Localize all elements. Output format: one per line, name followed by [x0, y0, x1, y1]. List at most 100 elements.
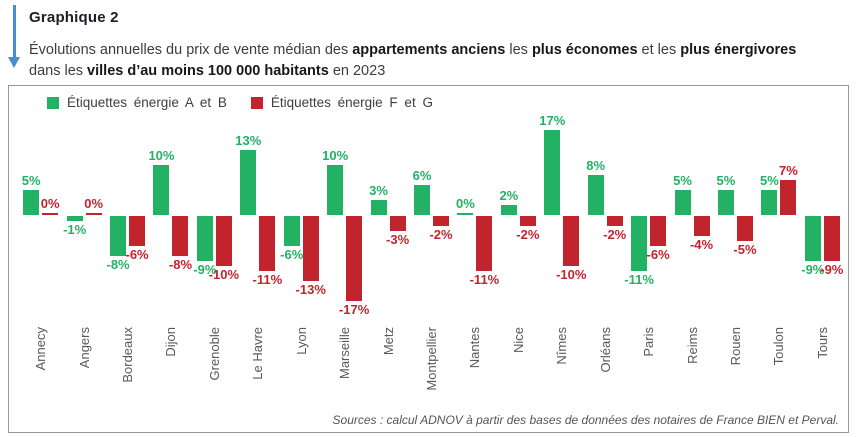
bar-energy-f-g	[563, 216, 580, 266]
chart-group: 8% -2% Orléans	[583, 111, 626, 415]
bar-column: -6%	[125, 111, 149, 323]
bar-value-label: -2%	[429, 227, 453, 242]
city-label: Angers	[76, 327, 92, 369]
bar-pair: 0% -11%	[453, 111, 499, 323]
bar-column: -11%	[624, 111, 654, 323]
city-label: Reims	[684, 327, 700, 364]
bar-column: 17%	[539, 111, 565, 323]
chart-group: 10% -17% Marseille	[322, 111, 369, 415]
bar-value-label: -11%	[252, 272, 283, 287]
bar-column: -6%	[280, 111, 303, 323]
city-label-area: Marseille	[337, 327, 353, 415]
bar-energy-a-b	[153, 165, 170, 215]
bar-column: -5%	[733, 111, 757, 323]
bar-pair: 8% -2%	[583, 111, 626, 323]
bar-value-label: -3%	[386, 232, 410, 247]
bar-value-label: -8%	[106, 257, 130, 272]
bar-column: -10%	[556, 111, 586, 323]
bar-column: 8%	[586, 111, 606, 323]
bar-value-label: -11%	[469, 272, 500, 287]
city-label: Paris	[641, 327, 657, 357]
bar-energy-f-g	[172, 216, 189, 256]
bar-pair: 5% -5%	[714, 111, 757, 323]
city-label: Tours	[814, 327, 830, 359]
city-label: Dijon	[163, 327, 179, 357]
bar-energy-a-b	[674, 190, 691, 215]
bar-value-label: -1%	[63, 222, 87, 237]
chart-group: 17% -10% Nîmes	[539, 111, 586, 415]
description-line-2: dans les villes d’au moins 100 000 habit…	[29, 62, 386, 79]
bar-value-label: 0%	[456, 195, 475, 211]
city-label: Le Havre	[250, 327, 266, 380]
bar-pair: 5% 7%	[757, 111, 800, 323]
legend-swatch-red-icon	[250, 96, 263, 109]
bar-energy-a-b	[370, 200, 387, 215]
chart-group: 6% -2% Montpellier	[410, 111, 453, 415]
city-label-area: Tours	[814, 327, 830, 415]
legend-item-energy-f-g: Étiquettes énergie F et G	[250, 95, 433, 110]
bar-energy-a-b	[414, 185, 430, 215]
city-label: Nantes	[467, 327, 483, 369]
city-label: Bordeaux	[120, 327, 136, 383]
bar-energy-a-b	[761, 190, 778, 215]
chart-group: 5% 0% Annecy	[19, 111, 62, 415]
city-label: Montpellier	[424, 327, 439, 391]
bar-chart-plot: 5% 0% Annecy -1% 0% Angers -8% -6% Bordeaux 10% -8…	[19, 111, 844, 415]
bar-value-label: 17%	[539, 112, 566, 128]
bar-value-label: -8%	[168, 257, 193, 272]
bar-pair: -6% -13%	[280, 111, 326, 323]
bar-value-label: 6%	[412, 167, 432, 183]
bar-value-label: 8%	[586, 157, 606, 173]
bar-column: 7%	[778, 111, 798, 323]
chart-group: 3% -3% Metz	[366, 111, 409, 415]
bar-energy-f-g	[42, 213, 59, 215]
bar-value-label: 7%	[778, 162, 798, 178]
chart-group: 10% -8% Dijon	[148, 111, 193, 415]
bar-column: -17%	[339, 111, 369, 323]
bar-energy-a-b	[110, 216, 127, 256]
bar-column: 0%	[40, 111, 60, 323]
bar-energy-f-g	[606, 216, 623, 226]
bar-energy-f-g	[650, 216, 667, 246]
bar-energy-a-b	[66, 216, 83, 221]
city-label-area: Bordeaux	[120, 327, 136, 415]
bar-energy-f-g	[823, 216, 840, 261]
bar-column: 5%	[717, 111, 735, 323]
bar-column: -4%	[690, 111, 713, 323]
chart-group: -8% -6% Bordeaux	[106, 111, 149, 415]
bar-value-label: -10%	[556, 267, 587, 282]
down-arrow-icon	[13, 5, 16, 58]
bar-value-label: 5%	[673, 172, 692, 188]
bar-column: -10%	[209, 111, 239, 323]
bar-column: -11%	[470, 111, 499, 323]
bar-value-label: -6%	[646, 247, 670, 262]
bar-energy-f-g	[389, 216, 406, 231]
bar-value-label: -11%	[624, 272, 654, 287]
city-label-area: Reims	[684, 327, 700, 415]
bar-energy-a-b	[196, 216, 213, 261]
bar-energy-f-g	[259, 216, 276, 271]
legend: Étiquettes énergie A et B Étiquettes éne…	[47, 95, 848, 110]
bar-pair: 2% -2%	[497, 111, 540, 323]
description-line-1: Évolutions annuelles du prix de vente mé…	[29, 42, 797, 58]
bar-column: 13%	[235, 111, 261, 323]
bar-energy-f-g	[476, 216, 493, 271]
bar-value-label: -9%	[801, 262, 825, 277]
bar-pair: 10% -17%	[322, 111, 369, 323]
city-label-area: Metz	[380, 327, 396, 415]
bar-pair: -1% 0%	[62, 111, 105, 323]
bar-energy-a-b	[327, 165, 344, 215]
city-label: Orléans	[597, 327, 613, 373]
bar-value-label: 0%	[40, 195, 60, 211]
bar-column: -1%	[63, 111, 86, 323]
chart-group: 2% -2% Nice	[497, 111, 540, 415]
city-label-area: Le Havre	[250, 327, 266, 415]
bar-column: -11%	[252, 111, 282, 323]
city-label: Metz	[380, 327, 396, 356]
bar-energy-a-b	[457, 213, 474, 215]
city-label: Marseille	[337, 327, 353, 380]
bar-energy-a-b	[240, 150, 257, 215]
city-label-area: Lyon	[294, 327, 309, 415]
bar-energy-f-g	[736, 216, 753, 241]
bar-value-label: -17%	[338, 302, 370, 317]
